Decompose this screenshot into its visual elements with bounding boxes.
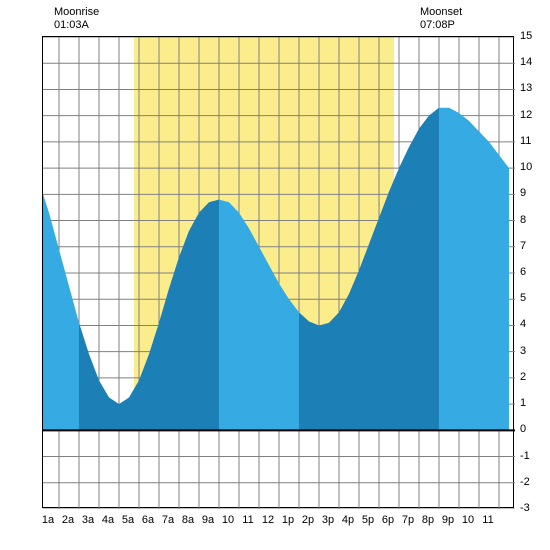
x-tick-label: 4p (342, 514, 354, 526)
y-tick-label: -2 (520, 476, 530, 488)
x-tick-label: 8p (422, 514, 434, 526)
x-tick-label: 7p (402, 514, 414, 526)
x-tick-label: 1a (42, 514, 54, 526)
x-tick-label: 7a (162, 514, 174, 526)
x-tick-label: 10 (222, 514, 234, 526)
x-tick-label: 4a (102, 514, 114, 526)
y-tick-label: 1 (520, 397, 526, 409)
y-tick-label: 9 (520, 187, 526, 199)
x-tick-label: 11 (482, 514, 493, 526)
plot-svg (43, 37, 515, 509)
x-tick-label: 9a (202, 514, 214, 526)
x-tick-label: 6p (382, 514, 394, 526)
x-tick-label: 8a (182, 514, 194, 526)
tide-chart: Moonrise 01:03A Moonset 07:08P -3-2-1012… (0, 0, 550, 550)
x-tick-label: 1p (282, 514, 294, 526)
x-tick-label: 3a (82, 514, 94, 526)
x-tick-label: 5p (362, 514, 374, 526)
moonrise-label-text: Moonrise (54, 6, 99, 19)
moonset-label: Moonset 07:08P (420, 6, 462, 32)
moonset-label-text: Moonset (420, 6, 462, 19)
y-tick-label: 6 (520, 266, 526, 278)
x-tick-label: 11 (242, 514, 253, 526)
x-tick-label: 3p (322, 514, 334, 526)
y-tick-label: 14 (520, 56, 532, 68)
x-tick-label: 5a (122, 514, 134, 526)
y-tick-label: 0 (520, 423, 526, 435)
x-tick-label: 6a (142, 514, 154, 526)
y-tick-label: 15 (520, 30, 532, 42)
y-tick-label: 4 (520, 318, 526, 330)
moonrise-label: Moonrise 01:03A (54, 6, 99, 32)
y-tick-label: 8 (520, 214, 526, 226)
y-tick-label: 7 (520, 240, 526, 252)
y-tick-label: -1 (520, 450, 530, 462)
moonrise-time: 01:03A (54, 19, 99, 32)
x-tick-label: 9p (442, 514, 454, 526)
y-tick-label: 11 (520, 135, 531, 147)
y-tick-label: 5 (520, 292, 526, 304)
y-tick-label: -3 (520, 502, 530, 514)
y-tick-label: 10 (520, 161, 532, 173)
y-tick-label: 13 (520, 82, 532, 94)
x-tick-label: 2p (302, 514, 314, 526)
plot-area (42, 36, 514, 508)
x-tick-label: 12 (262, 514, 274, 526)
y-tick-label: 12 (520, 109, 532, 121)
x-tick-label: 2a (62, 514, 74, 526)
moonset-time: 07:08P (420, 19, 462, 32)
y-tick-label: 2 (520, 371, 526, 383)
x-tick-label: 10 (462, 514, 474, 526)
y-tick-label: 3 (520, 345, 526, 357)
